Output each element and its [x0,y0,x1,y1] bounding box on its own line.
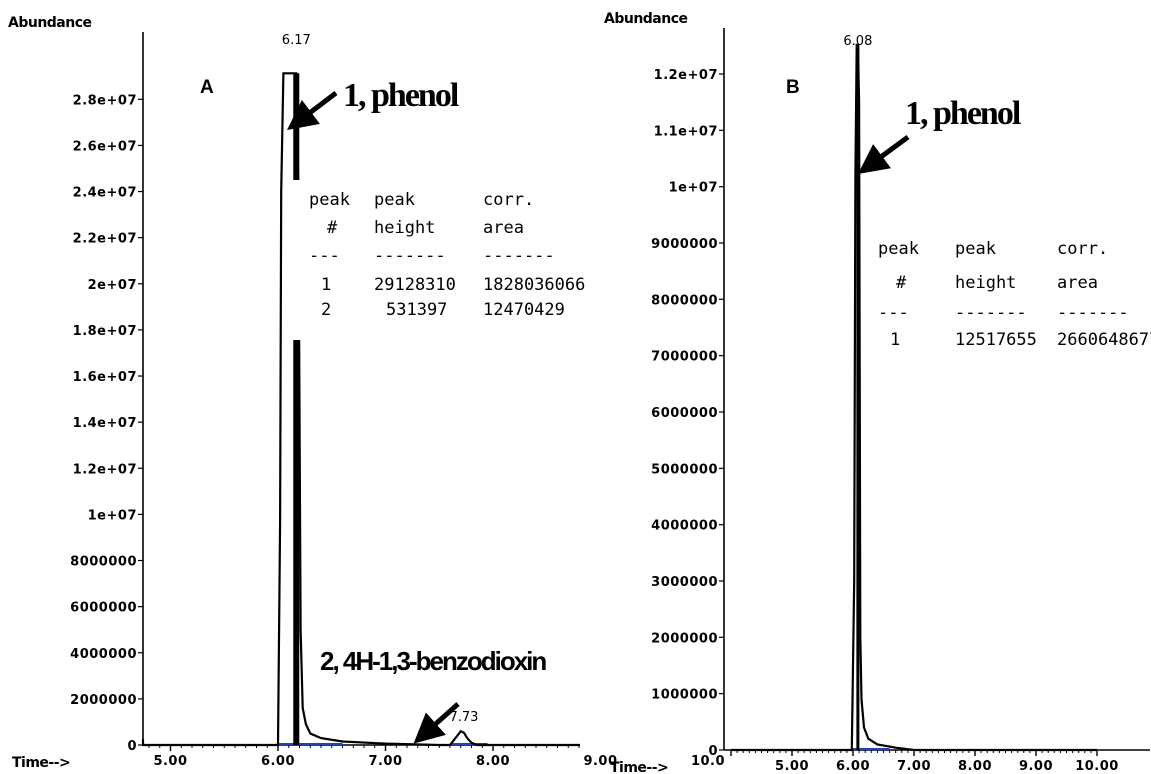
y-tick-label: 1.6e+07 [73,370,137,385]
x-tick-label: 10.0 [691,754,725,769]
peak-table-cell: 12517655 [955,330,1037,350]
y-tick-label: 1e+07 [669,181,718,196]
peak-table-header: # [327,218,338,238]
y-tick-label: 2000000 [70,693,137,708]
panel-a-y-axis-title: Abundance [8,15,92,31]
panel-b-phenol-arrow [857,134,910,174]
peak-table-cell: 531397 [386,300,447,320]
panel-b-phenol-annotation: 1, phenol [905,95,1021,132]
y-tick-label: 4000000 [651,519,718,534]
peak-table-separator: ------- [1057,303,1129,323]
panel-a-phenol-annotation: 1, phenol [343,77,459,114]
panel-a-peak-table: peak peak corr.# height area--- ------- ------… [290,180,585,340]
x-tick-label: 8.00 [476,754,510,769]
panel-a-letter: A [200,77,214,98]
y-tick-label: 1.2e+07 [654,68,718,83]
y-tick-label: 2.8e+07 [73,93,137,108]
y-tick-label: 6000000 [70,601,137,616]
panel-a-plot-area [141,72,580,747]
peak-table-header: corr. [1057,239,1108,259]
y-tick-label: 9000000 [651,237,718,252]
y-tick-label: 8000000 [651,293,718,308]
peak-table-background [870,228,1151,363]
panel-a: Abundance Time--> 0 2000000 4000000 6000000… [8,15,725,771]
panel-b: Abundance Time--> 0 1000000 2000000 3000000… [604,11,1151,774]
panel-b-x-axis-title: Time--> [610,760,668,774]
peak-table-separator: --- [878,303,909,323]
panel-b-plot-area [731,43,1097,752]
panel-a-benzodioxin-annotation: 2, 4H-1,3-benzodioxin [320,646,546,676]
x-tick-label: 8.00 [958,759,992,774]
peak-table-header: peak [878,239,919,259]
x-tick-label: 6.00 [261,754,295,769]
y-tick-label: 1.1e+07 [654,124,718,139]
y-tick-label: 1e+07 [88,508,137,523]
panel-a-peak-labels: 6.17 7.73 [282,33,479,725]
x-tick-label: 9.00 [583,754,617,769]
peak-table-header: peak [955,239,996,259]
x-tick-label: 5.00 [153,754,187,769]
panel-a-x-ticks: 5.00 6.00 7.00 8.00 9.00 10.0 [148,745,725,769]
y-tick-label: 2.6e+07 [73,139,137,154]
peak-table-cell: 1 [321,275,331,295]
x-tick-label: 7.00 [368,754,402,769]
chromatogram-trace [731,43,1097,752]
peak-retention-label: 6.17 [282,33,311,48]
panel-a-x-axis-title: Time--> [12,755,70,771]
y-tick-label: 4000000 [70,647,137,662]
y-tick-label: 8000000 [70,555,137,570]
panel-a-y-ticks: 0 2000000 4000000 6000000 8000000 1e+07 1.2e+0… [70,93,143,754]
y-tick-label: 2000000 [651,631,718,646]
peak-table-separator: ------- [955,303,1027,323]
y-tick-label: 5000000 [651,462,718,477]
peak-table-header: area [483,218,524,238]
y-tick-label: 2e+07 [88,278,137,293]
chromatogram-trace [141,72,580,747]
peak-table-cell: 2 [321,300,331,320]
x-tick-label: 6.00 [836,759,870,774]
y-tick-label: 6000000 [651,406,718,421]
y-tick-label: 2.2e+07 [73,232,137,247]
peak-table-header: area [1057,273,1098,293]
peak-table-separator: ------- [374,246,446,266]
x-tick-label: 7.00 [897,759,931,774]
peak-table-header: height [374,218,435,238]
y-tick-label: 1.2e+07 [73,462,137,477]
peak-table-header: height [955,273,1016,293]
x-tick-label: 9.00 [1019,759,1053,774]
y-tick-label: 1.8e+07 [73,324,137,339]
peak-table-cell: 1828036066 [483,275,585,295]
peak-table-cell: 1 [890,330,900,350]
panel-b-peak-labels: 6.08 [843,34,872,49]
panel-b-y-ticks: 0 1000000 2000000 3000000 4000000 5000000 6000… [651,68,724,759]
peak-table-cell: 12470429 [483,300,565,320]
x-tick-label: 10.00 [1075,759,1119,774]
y-tick-label: 0 [127,739,137,754]
peak-table-header: # [896,273,907,293]
peak-retention-label: 6.08 [843,34,872,49]
y-tick-label: 1.4e+07 [73,416,137,431]
peak-table-separator: ------- [483,246,555,266]
peak-table-cell: 2660648677 [1057,330,1151,350]
panel-a-phenol-arrow [287,91,338,131]
y-tick-label: 0 [708,744,718,759]
panel-a-benzodioxin-arrow [413,702,460,744]
peak-table-separator: --- [309,246,340,266]
panel-b-letter: B [786,77,800,98]
panel-b-peak-table: peak peak corr.# height area--- ------- ------… [870,228,1151,363]
y-tick-label: 1000000 [651,688,718,703]
y-tick-label: 3000000 [651,575,718,590]
peak-table-cell: 29128310 [374,275,456,295]
panel-b-x-ticks: 5.00 6.00 7.00 8.00 9.00 10.00 [730,750,1119,774]
x-tick-label: 5.00 [775,759,809,774]
peak-retention-label: 7.73 [449,710,478,725]
peak-table-header: peak [309,190,350,210]
peak-table-background [290,180,580,340]
y-tick-label: 2.4e+07 [73,186,137,201]
peak-table-header: peak [374,190,415,210]
panel-b-y-axis-title: Abundance [604,11,688,27]
peak-table-header: corr. [483,190,534,210]
y-tick-label: 7000000 [651,350,718,365]
